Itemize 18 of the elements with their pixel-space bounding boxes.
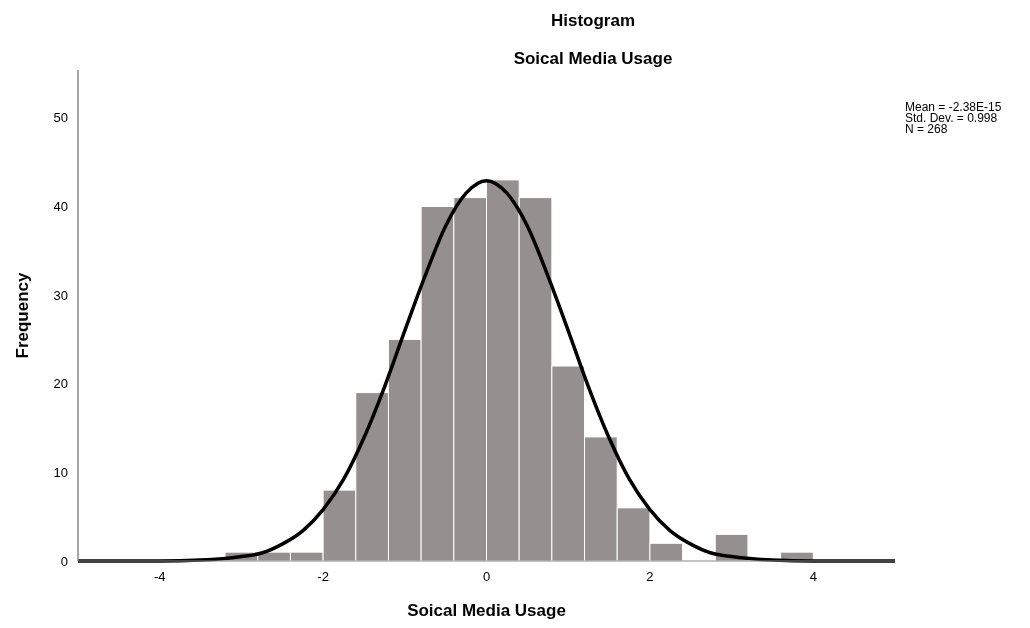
y-tick-label: 10 <box>53 464 68 480</box>
x-axis-title: Soical Media Usage <box>407 601 566 620</box>
y-tick-label: 50 <box>53 110 68 126</box>
y-tick-label: 40 <box>53 199 68 215</box>
text: Std. Dev. = 0.998 <box>905 111 998 125</box>
x-tick-label: -4 <box>153 569 166 584</box>
y-tick-label: 20 <box>53 376 68 392</box>
x-tick-label: 0 <box>482 569 491 584</box>
y-tick-label: 0 <box>60 553 68 569</box>
text: N = 268 <box>905 122 948 136</box>
y-axis-title: Frequency <box>13 271 32 359</box>
chart-title: Histogram <box>550 11 636 30</box>
chart-subtitle: Soical Media Usage <box>513 49 673 68</box>
y-tick-label: 30 <box>53 287 68 303</box>
text: Mean = -2.38E-15 <box>905 100 1002 114</box>
x-tick-label: -2 <box>317 569 329 584</box>
x-tick-label: 2 <box>646 569 654 584</box>
x-tick-label: 4 <box>809 569 817 584</box>
